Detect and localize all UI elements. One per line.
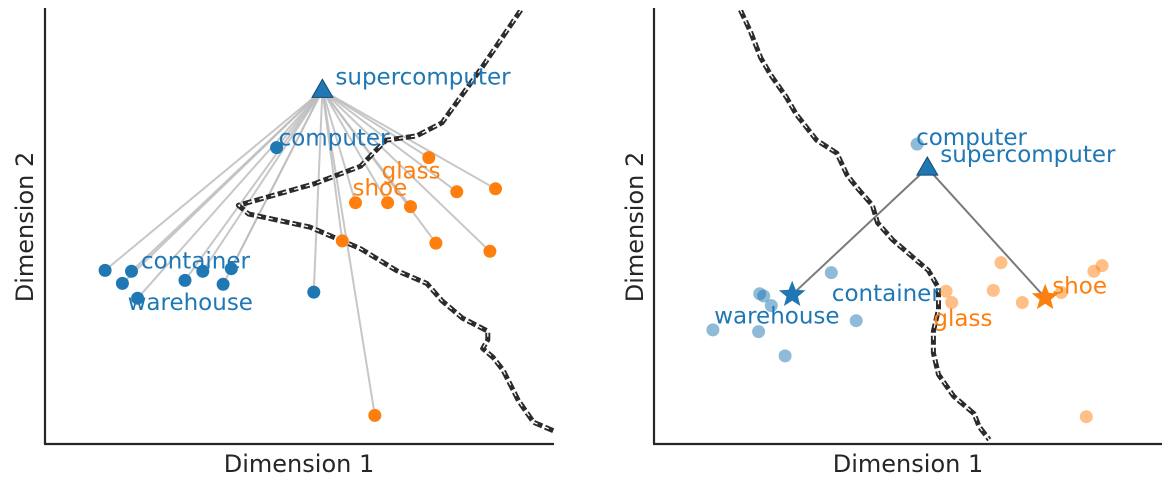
left-edge-1-4 — [321, 89, 389, 204]
right-orange-point-6 — [1015, 296, 1029, 309]
left-label-glass: glass — [382, 159, 441, 185]
left-edge-0-4 — [136, 89, 324, 299]
left-orange-point-2 — [489, 182, 502, 196]
right-warehouse-star — [778, 280, 806, 306]
left-blue-point-6 — [196, 264, 210, 278]
left-blue-point-7 — [216, 277, 230, 291]
left-decision-boundary-highlight — [237, 10, 554, 432]
right-decision-boundary-highlight — [739, 10, 990, 441]
chart-left: Dimension 1 Dimension 2 — [11, 8, 554, 477]
right-edge-anchor-0 — [791, 167, 928, 296]
right-blue-point-5 — [706, 323, 720, 337]
right-orange-point-5 — [1054, 286, 1068, 299]
right-blue-point-4 — [764, 299, 778, 313]
left-edge-1-8 — [321, 89, 491, 253]
left-plot-area — [98, 10, 554, 434]
right-blue-point-8 — [778, 349, 792, 363]
right-label-computer: computer — [916, 125, 1027, 151]
left-orange-point-3 — [349, 196, 362, 210]
right-blue-point-3 — [757, 289, 771, 303]
right-label-shoe: shoe — [1052, 274, 1107, 300]
left-y-axis-label: Dimension 2 — [11, 152, 39, 302]
right-supercomputer-triangle — [916, 155, 939, 176]
right-decision-boundary — [738, 10, 992, 442]
right-blue-point-1 — [824, 266, 838, 280]
right-blue-point-0 — [910, 137, 924, 151]
left-label-container: container — [141, 248, 251, 274]
right-blue-point-7 — [849, 314, 863, 328]
right-label-warehouse: warehouse — [714, 304, 839, 330]
left-blue-point-9 — [307, 285, 321, 299]
left-edge-1-3 — [321, 90, 357, 203]
left-label-supercomputer: supercomputer — [335, 64, 511, 90]
left-orange-point-0 — [422, 151, 436, 165]
left-blue-point-4 — [131, 291, 145, 305]
left-blue-point-3 — [125, 264, 138, 278]
left-orange-point-7 — [429, 236, 443, 250]
left-blue-point-2 — [115, 276, 129, 290]
right-label-container: container — [832, 281, 942, 307]
left-edge-0-5 — [184, 89, 324, 281]
left-orange-point-9 — [368, 408, 382, 422]
left-edge-0-6 — [201, 89, 324, 272]
left-blue-point-0 — [270, 141, 284, 155]
right-edge-anchor-1 — [926, 167, 1046, 299]
left-orange-point-1 — [450, 185, 464, 199]
left-edge-0-3 — [130, 89, 324, 272]
left-supercomputer-triangle — [311, 78, 334, 98]
left-x-axis-label: Dimension 1 — [224, 450, 374, 477]
right-x-axis-label: Dimension 1 — [833, 450, 983, 477]
left-blue-point-8 — [224, 262, 238, 276]
left-edge-1-2 — [321, 89, 496, 190]
right-orange-point-7 — [945, 296, 959, 309]
left-blue-point-5 — [178, 273, 192, 287]
left-label-computer: computer — [279, 126, 390, 152]
left-label-shoe: shoe — [353, 176, 408, 202]
left-edge-0-8 — [230, 89, 324, 270]
right-orange-point-0 — [994, 256, 1008, 270]
left-orange-point-4 — [381, 196, 395, 210]
right-y-axis-label: Dimension 2 — [621, 152, 649, 302]
left-edge-0-1 — [104, 89, 324, 272]
left-orange-point-6 — [335, 234, 349, 248]
right-label-supercomputer: supercomputer — [940, 142, 1116, 168]
left-orange-point-5 — [404, 200, 417, 214]
right-orange-point-2 — [1087, 264, 1101, 278]
left-blue-point-1 — [98, 263, 112, 277]
left-orange-point-8 — [483, 244, 497, 258]
right-orange-point-3 — [939, 284, 953, 298]
right-orange-point-4 — [986, 283, 1000, 297]
right-orange-point-8 — [1079, 410, 1093, 424]
left-edge-0-9 — [312, 90, 324, 293]
right-shoe-star — [1031, 283, 1059, 310]
right-plot-area — [706, 10, 1109, 442]
left-label-warehouse: warehouse — [128, 290, 253, 316]
right-label-glass: glass — [933, 306, 992, 332]
right-blue-point-6 — [752, 325, 766, 339]
chart-right: Dimension 1 Dimension 2 — [621, 8, 1162, 477]
left-edge-1-7 — [321, 89, 437, 244]
left-edge-1-9 — [321, 90, 376, 416]
